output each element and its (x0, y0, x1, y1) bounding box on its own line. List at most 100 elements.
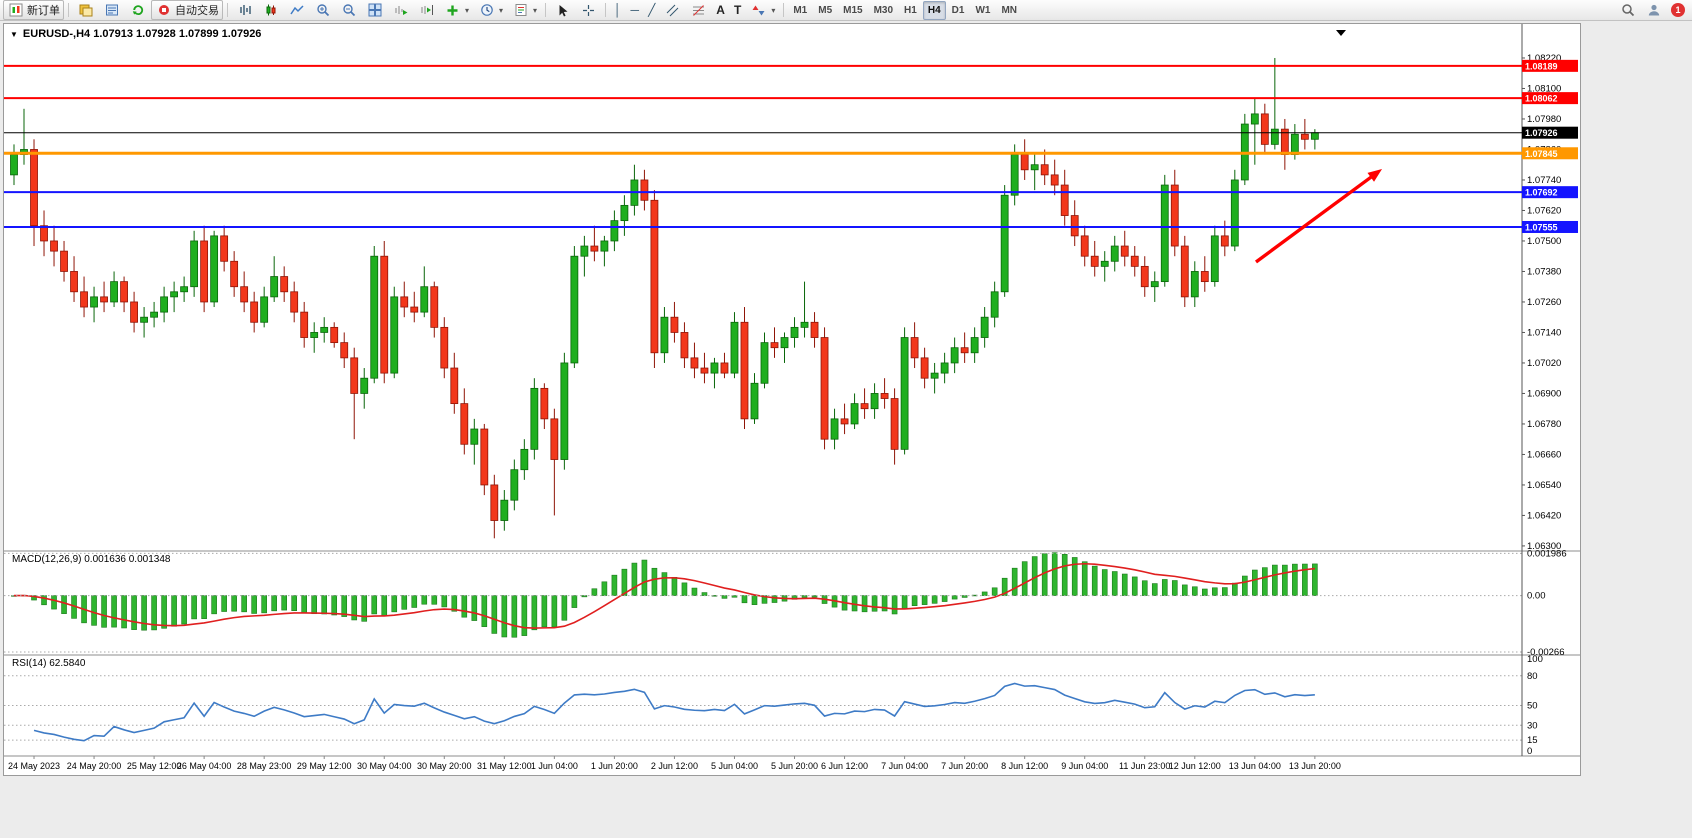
macd-histogram-bar (601, 581, 608, 596)
templates-button[interactable]: ▾ (508, 0, 541, 20)
rsi-axis-label: 50 (1527, 701, 1538, 712)
line-chart-mode-button[interactable] (284, 0, 309, 20)
search-button[interactable] (1615, 0, 1640, 20)
cursor-tool-button[interactable] (550, 0, 575, 20)
macd-histogram-bar (151, 595, 157, 631)
timeframe-m30-button[interactable]: M30 (873, 4, 894, 16)
candle (570, 255, 579, 364)
fibonacci-tool-button[interactable] (686, 0, 711, 20)
candle (1170, 184, 1179, 247)
candle (980, 316, 989, 338)
auto-trading-button[interactable]: 自动交易 (151, 0, 223, 20)
chevron-down-icon: ▾ (499, 5, 504, 15)
text-tool-button[interactable]: A (712, 0, 729, 20)
timeframe-h4-button[interactable]: H4 (922, 0, 946, 20)
candle (340, 342, 349, 359)
candle (760, 342, 769, 384)
macd-histogram-bar (1161, 579, 1168, 596)
macd-histogram-bar (311, 595, 318, 615)
data-window-button[interactable] (99, 0, 124, 20)
auto-scroll-button[interactable] (388, 0, 413, 20)
timeframe-w1-button[interactable]: W1 (975, 4, 991, 16)
macd-histogram-bar (611, 574, 618, 596)
vertical-line-tool-button[interactable]: │ (610, 0, 626, 20)
timeframe-m5-button[interactable]: M5 (818, 4, 833, 16)
profile-button[interactable] (1641, 0, 1666, 20)
time-axis-label: 7 Jun 04:00 (881, 761, 928, 771)
candle (690, 357, 699, 369)
price-tag-label: 1.07845 (1525, 149, 1558, 159)
market-watch-button[interactable] (73, 0, 98, 20)
timeframe-m15-button[interactable]: M15 (843, 4, 863, 16)
candle (640, 179, 649, 201)
fibonacci-icon (690, 2, 707, 19)
macd-histogram-bar (1282, 564, 1288, 596)
price-axis-label: 1.06420 (1527, 510, 1561, 521)
bar-chart-mode-button[interactable] (232, 0, 257, 20)
time-axis-label: 5 Jun 04:00 (711, 761, 758, 771)
macd-histogram-bar (691, 587, 698, 596)
trend-arrow-line[interactable] (1254, 174, 1375, 264)
notification-badge[interactable]: 1 (1671, 3, 1685, 17)
timeframe-d1-button[interactable]: D1 (951, 4, 965, 16)
refresh-icon (129, 2, 146, 19)
candle (770, 342, 779, 349)
macd-histogram-bar (1232, 582, 1238, 596)
candle (780, 337, 789, 349)
candle (740, 321, 749, 420)
tile-windows-button[interactable] (362, 0, 387, 20)
timeframe-m1-button[interactable]: M1 (793, 4, 808, 16)
chart-shift-button[interactable] (414, 0, 439, 20)
candle (310, 332, 319, 338)
macd-histogram-bar (1201, 588, 1208, 596)
macd-histogram-bar (661, 572, 668, 596)
candle (420, 286, 429, 313)
candle (900, 337, 909, 450)
candle (140, 316, 148, 323)
candle (800, 321, 809, 328)
chart-menu-icon[interactable]: ▼ (10, 29, 18, 39)
macd-histogram-bar (931, 595, 938, 604)
refresh-button[interactable] (125, 0, 150, 20)
price-axis-label: 1.06900 (1527, 388, 1561, 399)
chart-shift-marker[interactable] (1336, 30, 1346, 36)
periods-button[interactable]: ▾ (474, 0, 507, 20)
crosshair-tool-button[interactable] (576, 0, 601, 20)
time-axis-label: 31 May 12:00 (477, 761, 532, 771)
macd-histogram-bar (41, 595, 47, 606)
macd-histogram-bar (1211, 587, 1218, 596)
label-tool-button[interactable]: T (730, 0, 745, 20)
candle (300, 311, 309, 338)
candle (480, 428, 489, 486)
candle (450, 367, 459, 405)
trendline-tool-button[interactable]: ╱ (644, 0, 659, 20)
candlestick-icon (262, 2, 279, 19)
zoom-in-button[interactable] (310, 0, 335, 20)
new-order-button[interactable]: 新订单 (3, 0, 64, 20)
candle (470, 428, 479, 445)
candlestick-mode-button[interactable] (258, 0, 283, 20)
market-watch-icon (77, 2, 94, 19)
macd-histogram-bar (481, 595, 488, 627)
zoom-out-button[interactable] (336, 0, 361, 20)
candle (220, 235, 229, 262)
candle (370, 255, 379, 379)
macd-histogram-bar (1131, 576, 1138, 596)
crosshair-icon (580, 2, 597, 19)
chart-canvas[interactable]: 1.082201.081001.079801.078601.077401.076… (4, 24, 1580, 775)
trend-arrow-head[interactable] (1367, 169, 1383, 182)
candle (30, 149, 38, 227)
macd-histogram-bar (261, 595, 267, 614)
candle (810, 321, 819, 338)
price-axis-label: 1.07020 (1527, 358, 1561, 369)
candle (530, 387, 539, 450)
horizontal-line-tool-button[interactable]: ─ (627, 0, 644, 20)
arrows-tool-button[interactable]: ▾ (746, 0, 779, 20)
indicators-button[interactable]: ▾ (440, 0, 473, 20)
timeframe-mn-button[interactable]: MN (1001, 4, 1017, 16)
auto-trading-icon (155, 2, 172, 19)
candle (110, 281, 118, 303)
profile-icon (1645, 2, 1662, 19)
timeframe-h1-button[interactable]: H1 (904, 4, 917, 16)
channel-tool-button[interactable] (660, 0, 685, 20)
